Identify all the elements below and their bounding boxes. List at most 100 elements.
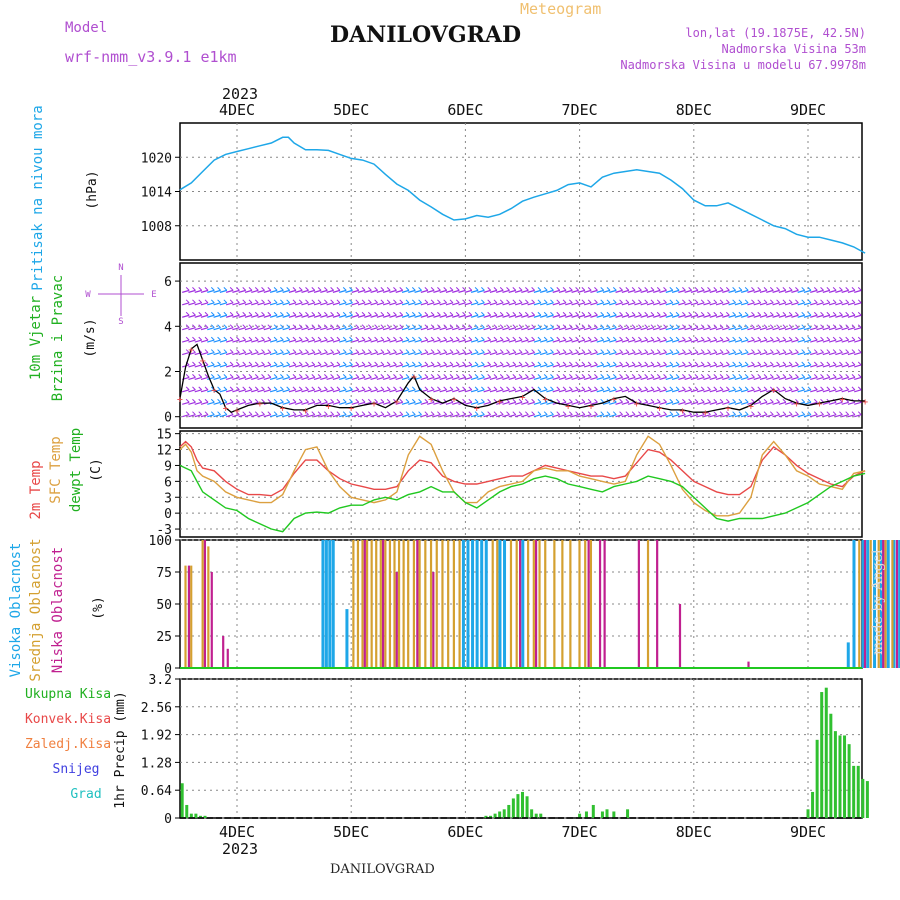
wind-arrow-head xyxy=(236,287,240,291)
precip-panel: 00.641.281.922.563.2 xyxy=(141,673,869,827)
wind-arrow-head xyxy=(568,398,573,403)
wind-arrow-head xyxy=(487,349,492,353)
wind-arrow-head xyxy=(449,299,454,304)
wind-arrow-head xyxy=(374,324,378,329)
wind-arrow-head xyxy=(531,374,535,378)
wind-arrow-head xyxy=(361,398,366,403)
y-tick-label: 6 xyxy=(164,275,172,290)
wind-arrow-head xyxy=(807,411,812,416)
wind-arrow-head xyxy=(204,349,209,353)
wind-arrow-head xyxy=(807,287,812,291)
precip-bar xyxy=(198,815,202,818)
wind-arrow xyxy=(577,351,586,356)
wind-arrow xyxy=(395,401,403,405)
wind-arrow-head xyxy=(198,324,203,329)
wind-arrow xyxy=(345,414,353,418)
wind-arrow xyxy=(753,289,761,293)
wind-arrow xyxy=(753,339,761,343)
wind-arrow xyxy=(364,289,372,293)
wind-arrow xyxy=(514,339,523,343)
wind-arrow-head xyxy=(487,361,492,366)
wind-arrow-head xyxy=(857,361,862,366)
wind-arrow xyxy=(282,351,290,356)
wind-arrow-head xyxy=(725,336,730,341)
wind-arrow xyxy=(728,339,736,343)
wind-arrow-head xyxy=(600,287,605,291)
wind-arrow-head xyxy=(393,374,397,378)
wind-arrow-head xyxy=(217,398,221,403)
wind-arrow-head xyxy=(556,299,561,304)
wind-arrow-head xyxy=(298,299,303,304)
wind-arrow xyxy=(640,364,648,368)
wind-arrow xyxy=(339,327,347,331)
wind-arrow-head xyxy=(694,311,699,316)
cloud-bar xyxy=(466,540,470,668)
wind-arrow xyxy=(728,314,736,318)
wind-arrow xyxy=(759,401,768,405)
wind-arrow xyxy=(546,401,554,405)
y-tick-label: 75 xyxy=(156,566,172,581)
wind-arrow xyxy=(678,289,686,293)
wind-arrow xyxy=(420,289,429,293)
wind-arrow-head xyxy=(795,287,799,291)
wind-arrow-head xyxy=(261,324,265,329)
wind-arrow-head xyxy=(393,336,397,341)
wind-arrow-head xyxy=(405,374,410,378)
wind-arrow xyxy=(326,302,334,306)
wind-arrow-head xyxy=(273,349,278,353)
wind-arrow-head xyxy=(606,299,611,304)
wind-arrow xyxy=(816,289,824,293)
wind-arrow-head xyxy=(506,324,510,329)
wind-arrow xyxy=(408,401,416,405)
wind-arrow xyxy=(552,414,560,418)
wind-arrow-head xyxy=(474,299,479,304)
wind-arrow xyxy=(841,389,849,393)
wind-arrow xyxy=(571,389,579,393)
wind-arrow xyxy=(847,376,856,380)
wind-arrow-head xyxy=(242,287,247,291)
wind-arrow xyxy=(408,364,416,368)
wind-arrow xyxy=(841,376,849,380)
wind-arrow xyxy=(759,302,768,306)
wind-arrow xyxy=(269,339,278,343)
wind-arrow xyxy=(496,327,504,331)
wind-arrow xyxy=(521,364,529,368)
wind-arrow-head xyxy=(487,324,492,329)
wind-arrow-head xyxy=(725,411,730,416)
wind-arrow xyxy=(828,327,837,331)
wind-arrow-head xyxy=(776,287,780,291)
wind-arrow-head xyxy=(839,299,843,304)
wind-arrow xyxy=(477,302,485,306)
wind-arrow xyxy=(728,414,736,418)
wind-arrow xyxy=(747,376,755,380)
wind-arrow xyxy=(370,314,378,318)
wind-arrow xyxy=(703,339,711,343)
wind-arrow-head xyxy=(361,374,366,378)
wind-arrow-head xyxy=(556,349,561,353)
cloud-bar xyxy=(370,540,373,668)
cloud-bar xyxy=(898,540,900,668)
wind-arrow xyxy=(803,364,812,368)
wind-arrow-head xyxy=(525,287,529,291)
wind-arrow-head xyxy=(732,287,736,291)
wind-arrow-head xyxy=(499,287,504,291)
wind-arrow xyxy=(395,376,403,380)
wind-arrow xyxy=(188,401,196,405)
wind-arrow xyxy=(521,401,529,405)
wind-arrow-head xyxy=(280,361,284,366)
wind-arrow-head xyxy=(587,398,592,403)
wind-arrow-head xyxy=(518,361,523,366)
wind-arrow xyxy=(238,389,246,393)
wind-unit: (m/s) xyxy=(83,318,98,357)
wind-arrow xyxy=(715,376,724,380)
wind-arrow-head xyxy=(820,299,824,304)
wind-arrow-head xyxy=(185,349,190,353)
wind-arrow-head xyxy=(236,299,240,304)
wind-arrow xyxy=(433,401,441,405)
wind-arrow-head xyxy=(223,299,228,304)
cloud-bar xyxy=(328,540,332,668)
wind-arrow xyxy=(420,339,429,343)
wind-arrow xyxy=(665,314,673,318)
wind-arrow-head xyxy=(807,374,812,378)
wind-arrow xyxy=(452,327,460,331)
